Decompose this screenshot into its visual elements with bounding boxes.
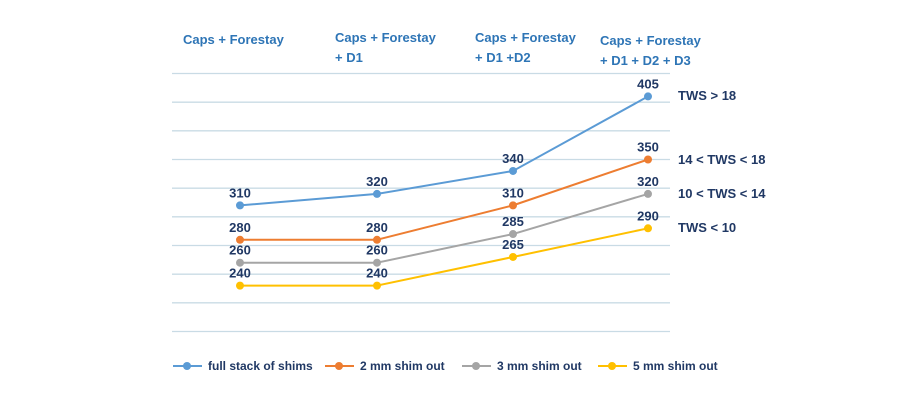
- data-point: [373, 258, 381, 267]
- point-value-label: 310: [229, 185, 251, 200]
- legend-marker-icon: [173, 362, 202, 370]
- data-point: [644, 155, 652, 164]
- data-point: [373, 189, 381, 198]
- legend-item-2mm-shim-out: 2 mm shim out: [325, 358, 445, 374]
- category-header-line: Caps + Forestay: [600, 33, 701, 48]
- legend-label: 5 mm shim out: [633, 359, 718, 373]
- series-line-3-mm-shim-out: [240, 192, 649, 264]
- category-header-line: Caps + Forestay: [335, 30, 436, 45]
- legend-marker-icon: [462, 362, 491, 370]
- category-header-line: + D1 +D2: [475, 50, 531, 65]
- legend-marker-icon: [598, 362, 627, 370]
- point-value-label: 340: [502, 151, 524, 166]
- category-header-2: Caps + Forestay + D1: [335, 28, 436, 68]
- point-value-label: 285: [502, 214, 524, 229]
- data-point: [236, 235, 244, 244]
- data-point: [373, 281, 381, 290]
- series-line-5-mm-shim-out: [240, 227, 649, 287]
- data-point: [236, 201, 244, 210]
- tws-label-10-tws-14: 10 < TWS < 14: [678, 185, 766, 201]
- point-value-label: 350: [637, 140, 659, 155]
- data-point: [236, 281, 244, 290]
- data-point: [644, 92, 652, 101]
- point-value-label: 320: [637, 174, 659, 189]
- data-point: [236, 258, 244, 267]
- point-value-label: 265: [502, 237, 524, 252]
- point-value-label: 240: [229, 266, 251, 281]
- point-value-label: 290: [637, 208, 659, 223]
- point-value-label: 260: [366, 243, 388, 258]
- data-point: [509, 230, 517, 239]
- category-header-line: + D1 + D2 + D3: [600, 53, 691, 68]
- point-value-label: 320: [366, 174, 388, 189]
- series-line-full-stack-of-shims: [239, 95, 649, 207]
- point-value-label: 240: [366, 266, 388, 281]
- data-point: [373, 235, 381, 244]
- legend-marker-icon: [325, 362, 354, 370]
- point-value-label: 260: [229, 243, 251, 258]
- legend-item-5mm-shim-out: 5 mm shim out: [598, 358, 718, 374]
- legend-label: 2 mm shim out: [360, 359, 445, 373]
- legend-item-full-stack: full stack of shims: [173, 358, 313, 374]
- category-header-line: Caps + Forestay: [475, 30, 576, 45]
- data-point: [644, 189, 652, 198]
- point-value-label: 280: [229, 220, 251, 235]
- point-value-label: 405: [637, 76, 659, 91]
- category-header-line: Caps + Forestay: [183, 32, 284, 47]
- category-header-line: + D1: [335, 50, 363, 65]
- data-point: [509, 201, 517, 210]
- category-header-3: Caps + Forestay + D1 +D2: [475, 28, 576, 68]
- data-point: [509, 252, 517, 261]
- series-line-2-mm-shim-out: [240, 158, 649, 241]
- tws-label-tws-lt-10: TWS < 10: [678, 220, 737, 236]
- tws-label-14-tws-18: 14 < TWS < 18: [678, 151, 766, 167]
- tws-label-tws-gt-18: TWS > 18: [678, 88, 737, 104]
- legend-label: 3 mm shim out: [497, 359, 582, 373]
- point-value-label: 310: [502, 185, 524, 200]
- data-point: [509, 166, 517, 175]
- legend-label: full stack of shims: [208, 359, 313, 373]
- data-point: [644, 224, 652, 233]
- category-header-1: Caps + Forestay: [183, 30, 284, 50]
- point-value-label: 280: [366, 220, 388, 235]
- category-header-4: Caps + Forestay + D1 + D2 + D3: [600, 31, 701, 71]
- legend-item-3mm-shim-out: 3 mm shim out: [462, 358, 582, 374]
